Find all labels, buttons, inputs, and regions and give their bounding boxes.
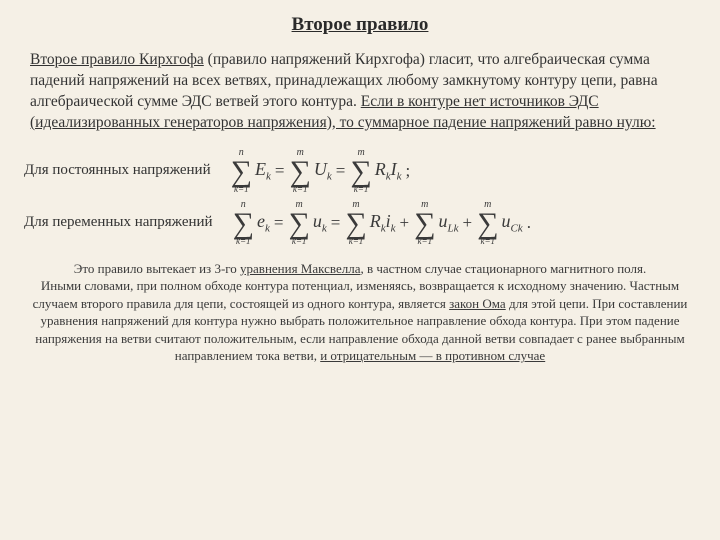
- equation-row-ac: Для переменных напряжений n∑k=1ek=m∑k=1u…: [24, 200, 696, 246]
- eq-label-dc: Для постоянных напряжений: [24, 162, 211, 179]
- intro-paragraph: Второе правило Кирхгофа (правило напряже…: [30, 50, 690, 134]
- footer-paragraph: Это правило вытекает из 3-го уравнения М…: [28, 260, 692, 365]
- eq-math-ac: n∑k=1ek=m∑k=1uk=m∑k=1Rkik+m∑k=1uLk+m∑k=1…: [213, 200, 696, 246]
- equation-row-dc: Для постоянных напряжений n∑k=1Ek=m∑k=1U…: [24, 148, 696, 194]
- page-title: Второе правило: [24, 14, 696, 36]
- eq-label-ac: Для переменных напряжений: [24, 214, 213, 231]
- eq-math-dc: n∑k=1Ek=m∑k=1Uk=m∑k=1RkIk;: [211, 148, 696, 194]
